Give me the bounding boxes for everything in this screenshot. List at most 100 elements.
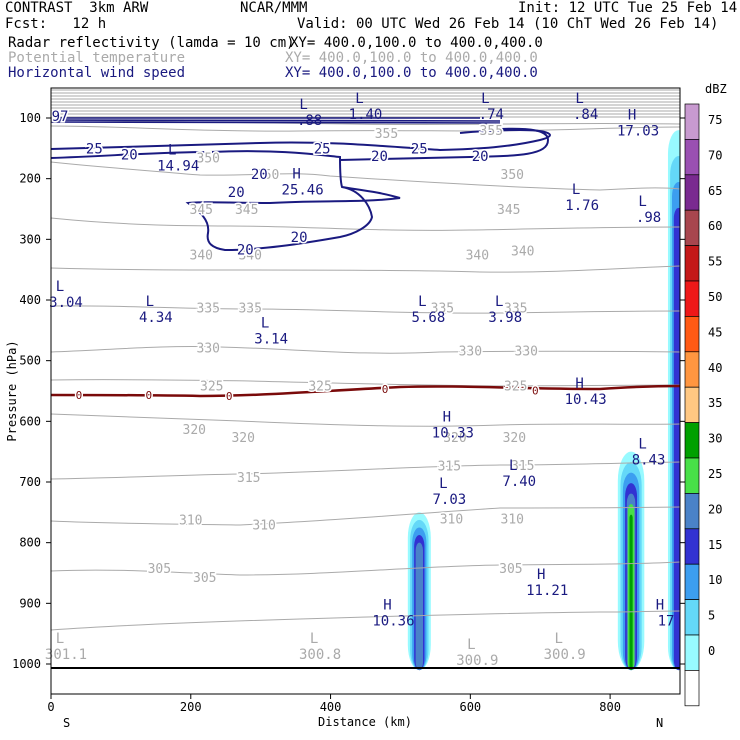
extremum-low-marker: L bbox=[495, 294, 503, 310]
contour-label: 0 bbox=[382, 383, 389, 396]
extremum-value: 300.9 bbox=[456, 653, 498, 669]
extremum-value: 301.1 bbox=[45, 647, 87, 663]
colorbar-level-label: 65 bbox=[708, 184, 722, 198]
extremum-value: 300.9 bbox=[544, 647, 586, 663]
extremum-low-marker: L bbox=[355, 91, 363, 107]
contour-label: 0 bbox=[226, 390, 233, 403]
contour-label: 0 bbox=[532, 384, 539, 397]
extremum-low-marker: L bbox=[261, 315, 269, 331]
colorbar-swatch bbox=[684, 139, 700, 176]
colorbar-swatch bbox=[684, 316, 700, 353]
y-axis-label: Pressure (hPa) bbox=[5, 340, 19, 441]
contour-label: 25 bbox=[314, 141, 331, 157]
extremum-value: .74 bbox=[479, 107, 504, 123]
colorbar-swatch bbox=[684, 245, 700, 282]
colorbar-level-label: 70 bbox=[708, 148, 722, 162]
isentrope-345 bbox=[51, 217, 680, 231]
y-tick-label: 400 bbox=[19, 293, 41, 307]
colorbar-swatch bbox=[684, 351, 700, 388]
isentrope-302 bbox=[51, 610, 680, 631]
contour-label: 310 bbox=[440, 512, 463, 527]
contour-label: 320 bbox=[231, 431, 254, 446]
field-xy-wind: XY= 400.0,100.0 to 400.0,400.0 bbox=[285, 65, 538, 81]
contour-label: 340 bbox=[190, 249, 213, 264]
contour-label: 20 bbox=[291, 230, 308, 246]
extremum-high-marker: H bbox=[443, 409, 451, 425]
contour-label: 315 bbox=[237, 471, 260, 486]
extremum-low-marker: L bbox=[467, 637, 475, 653]
contour-label: 340 bbox=[466, 249, 489, 264]
contour-label: 97 bbox=[52, 109, 69, 125]
contour-label: 20 bbox=[121, 147, 138, 163]
colorbar-level-label: 35 bbox=[708, 396, 722, 410]
extremum-value: 300.8 bbox=[299, 647, 341, 663]
contour-label: 310 bbox=[179, 514, 202, 529]
plot-frame bbox=[50, 87, 681, 695]
y-tick-label: 300 bbox=[19, 232, 41, 246]
extremum-value: .88 bbox=[297, 113, 322, 129]
colorbar-swatch bbox=[684, 280, 700, 317]
contour-label: 335 bbox=[197, 301, 220, 316]
isentrope-310 bbox=[51, 506, 680, 526]
extremum-value: 10.36 bbox=[372, 613, 414, 629]
isentrope-350 bbox=[51, 161, 680, 191]
extremum-low-marker: L bbox=[575, 91, 583, 107]
extremum-value: 4.34 bbox=[139, 310, 173, 326]
contour-label: 345 bbox=[190, 203, 213, 218]
extremum-high-marker: H bbox=[575, 376, 583, 392]
extremum-low-marker: L bbox=[168, 142, 176, 158]
colorbar-swatch bbox=[684, 563, 700, 600]
x-tick-label: 200 bbox=[180, 700, 202, 714]
extremum-value: 10.33 bbox=[432, 425, 474, 441]
isentrope-335 bbox=[51, 305, 680, 314]
valid-time: Valid: 00 UTC Wed 26 Feb 14 (10 ChT Wed … bbox=[297, 16, 719, 32]
extremum-value: 14.94 bbox=[157, 158, 199, 174]
y-tick-label: 600 bbox=[19, 414, 41, 428]
contour-label: 330 bbox=[459, 344, 482, 359]
field-name-wind: Horizontal wind speed bbox=[8, 65, 186, 81]
contour-label: 325 bbox=[308, 380, 331, 395]
x-tick-label: 0 bbox=[47, 700, 54, 714]
isentrope-315 bbox=[51, 461, 680, 480]
extremum-low-marker: L bbox=[554, 631, 562, 647]
colorbar-level-label: 60 bbox=[708, 219, 722, 233]
colorbar-swatch bbox=[684, 386, 700, 423]
colorbar-level-label: 0 bbox=[708, 644, 715, 658]
forecast-hour: Fcst: 12 h bbox=[5, 16, 107, 32]
contour-label: 355 bbox=[480, 124, 503, 139]
contour-label: 345 bbox=[235, 203, 258, 218]
extremum-low-marker: L bbox=[439, 476, 447, 492]
colorbar-level-label: 30 bbox=[708, 432, 722, 446]
colorbar-swatch bbox=[684, 493, 700, 530]
contour-label: 320 bbox=[503, 431, 526, 446]
colorbar-level-label: 25 bbox=[708, 467, 722, 481]
field-name-reflectivity: Radar reflectivity (lamda = 10 cm) bbox=[8, 35, 295, 51]
contour-label: 0 bbox=[146, 389, 153, 402]
colorbar-swatch bbox=[684, 457, 700, 494]
extremum-value: 7.40 bbox=[502, 474, 536, 490]
theta-isentropes bbox=[51, 89, 680, 631]
extremum-low-marker: L bbox=[299, 97, 307, 113]
extremum-high-marker: H bbox=[537, 567, 545, 583]
extremum-value: .98 bbox=[636, 210, 661, 226]
contour-label: 355 bbox=[375, 127, 398, 142]
contour-label: 20 bbox=[371, 149, 388, 165]
contour-label: 320 bbox=[183, 423, 206, 438]
isentrope-325 bbox=[51, 379, 680, 387]
colorbar-swatch bbox=[684, 422, 700, 459]
isentrope-355 bbox=[51, 125, 680, 132]
extremum-value: 11.21 bbox=[526, 583, 568, 599]
contour-label: 305 bbox=[148, 562, 171, 577]
colorbar-level-label: 40 bbox=[708, 361, 722, 375]
wind-speed-contours bbox=[51, 117, 551, 252]
extremum-value: 3.04 bbox=[49, 295, 83, 311]
extremum-value: 17.03 bbox=[617, 123, 659, 139]
contour-label: 330 bbox=[197, 341, 220, 356]
colorbar-swatch bbox=[684, 670, 700, 707]
init-time: Init: 12 UTC Tue 25 Feb 14 bbox=[518, 0, 738, 16]
contour-label: 315 bbox=[438, 460, 461, 475]
wind-contour-jet-core bbox=[51, 117, 501, 124]
